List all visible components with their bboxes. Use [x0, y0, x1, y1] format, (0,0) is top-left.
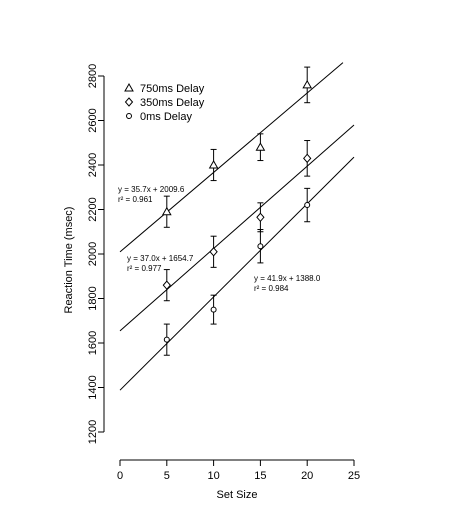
point-2-1 [210, 306, 217, 313]
y-tick-label-1200: 1200 [87, 420, 99, 444]
fit-lines [119, 62, 355, 391]
point-0-0 [161, 206, 172, 216]
y-tick-label-2400: 2400 [87, 153, 99, 177]
point-0-3 [302, 79, 313, 89]
legend-label-0: 750ms Delay [140, 83, 205, 95]
point-1-0 [162, 280, 171, 290]
legend-marker-1 [124, 97, 134, 107]
point-1-3 [303, 153, 312, 164]
x-tick-label-20: 20 [301, 470, 313, 482]
y-tick-label-2600: 2600 [87, 108, 99, 132]
legend-marker-2 [126, 113, 132, 119]
x-tick-label-10: 10 [207, 470, 219, 482]
y-tick-label-2000: 2000 [87, 242, 99, 266]
x-tick-label-0: 0 [117, 470, 123, 482]
x-tick-label-15: 15 [254, 470, 266, 482]
y-tick-label-1600: 1600 [87, 331, 99, 355]
x-tick-label-25: 25 [348, 470, 360, 482]
point-2-3 [304, 202, 311, 209]
equation-0: y = 35.7x + 2009.6 [118, 185, 185, 194]
fit-line-2 [119, 156, 355, 391]
r-squared-0: r² = 0.961 [118, 195, 153, 204]
point-1-2 [256, 212, 265, 223]
x-axis-title: Set Size [217, 489, 258, 501]
axes: 0 5 10 15 20 25 1200 1400 1600 1800 2000 2200 2400 26… [87, 64, 360, 482]
point-0-1 [208, 159, 219, 169]
y-tick-label-1400: 1400 [87, 375, 99, 399]
equation-1: y = 37.0x + 1654.7 [127, 254, 194, 263]
legend-label-2: 0ms Delay [140, 111, 192, 123]
data-marks [161, 66, 313, 356]
point-1-1 [209, 247, 218, 257]
fit-line-1 [119, 124, 355, 332]
y-axis-title: Reaction Time (msec) [63, 207, 75, 314]
equation-annotations: y = 35.7x + 2009.6r² = 0.961 y = 37.0x + … [118, 185, 321, 293]
equation-2: y = 41.9x + 1388.0 [254, 274, 321, 283]
legend-marker-0 [124, 82, 134, 92]
x-tick-label-5: 5 [164, 470, 170, 482]
legend: 750ms Delay 350ms Delay 0ms Delay [124, 82, 205, 123]
y-tick-label-2800: 2800 [87, 64, 99, 88]
point-0-2 [255, 142, 266, 151]
r-squared-1: r² = 0.977 [127, 264, 162, 273]
r-squared-2: r² = 0.984 [254, 284, 289, 293]
point-2-2 [257, 243, 264, 250]
legend-label-1: 350ms Delay [140, 97, 205, 109]
point-2-0 [163, 336, 170, 343]
y-tick-label-1800: 1800 [87, 286, 99, 310]
fit-line-0 [119, 62, 344, 253]
y-tick-label-2200: 2200 [87, 197, 99, 221]
